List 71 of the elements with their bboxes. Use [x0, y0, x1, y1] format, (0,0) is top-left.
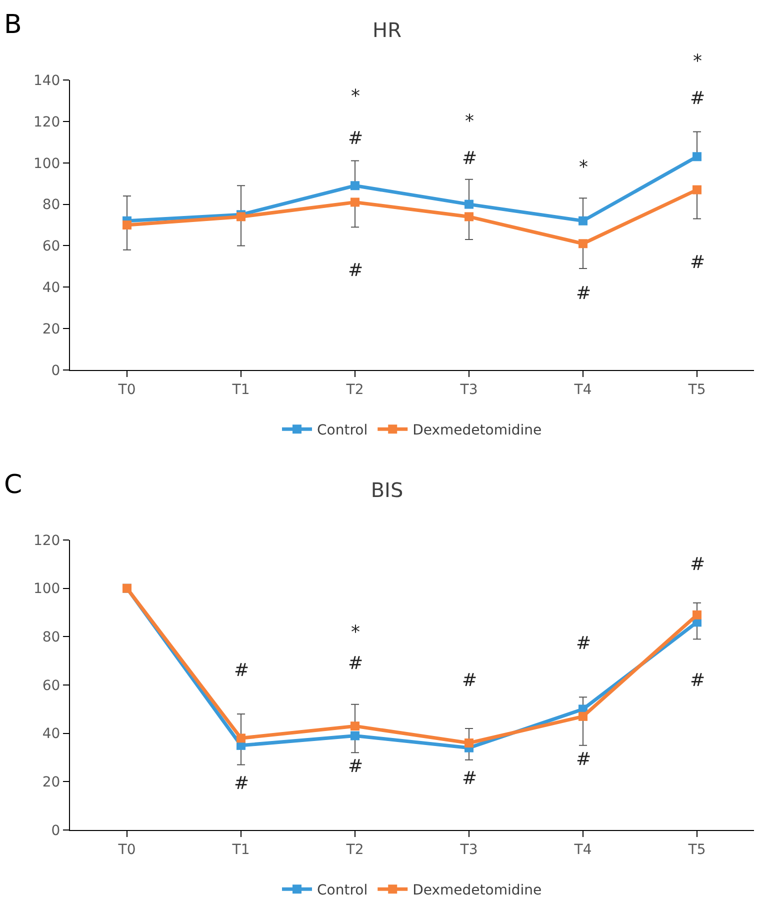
y-tick-label: 100 — [33, 581, 60, 598]
y-tick-label: 60 — [42, 678, 60, 694]
legend-label: Control — [317, 882, 368, 899]
annotation: # — [690, 670, 706, 691]
y-tick-label: 40 — [42, 280, 60, 296]
annotation: * — [465, 111, 474, 132]
y-tick-label: 0 — [51, 362, 60, 379]
point — [350, 198, 360, 207]
y-tick-label: 80 — [42, 197, 60, 214]
annotation: # — [690, 252, 706, 273]
x-tick-label: T2 — [345, 382, 364, 398]
annotation: # — [348, 653, 364, 674]
annotation: # — [462, 768, 478, 789]
annotation: # — [690, 88, 706, 109]
y-tick-label: 0 — [51, 822, 60, 839]
x-tick-label: T2 — [345, 842, 364, 858]
y-tick-label: 140 — [33, 72, 60, 89]
y-tick-label: 80 — [42, 630, 60, 646]
y-tick-label: 120 — [33, 532, 60, 549]
y-tick-label: 40 — [42, 726, 60, 742]
point — [578, 216, 588, 226]
x-tick-label: T5 — [687, 842, 706, 858]
point — [350, 722, 360, 731]
annotation: # — [234, 773, 250, 794]
point — [350, 731, 360, 740]
y-tick-label: 120 — [33, 114, 60, 130]
annotation: # — [576, 633, 592, 654]
x-tick-label: T1 — [231, 842, 250, 858]
y-tick-label: 100 — [33, 156, 60, 172]
x-tick-label: T4 — [573, 382, 592, 398]
x-tick-label: T5 — [687, 382, 706, 398]
text: C — [4, 470, 22, 500]
y-tick-label: 60 — [42, 238, 60, 255]
annotation: * — [579, 157, 588, 178]
legend-label: Dexmedetomidine — [412, 422, 542, 439]
text: * — [693, 51, 702, 72]
x-tick-label: T0 — [117, 842, 136, 858]
annotation: # — [348, 128, 364, 149]
text: B — [4, 10, 22, 40]
y-tick-label: 20 — [42, 321, 60, 338]
point — [464, 200, 474, 209]
annotation: * — [351, 622, 360, 643]
annotation: # — [234, 660, 250, 681]
annotation: * — [351, 86, 360, 107]
point — [464, 738, 474, 748]
point — [578, 712, 588, 721]
point — [122, 220, 132, 230]
point — [236, 734, 246, 743]
annotation: # — [462, 148, 478, 169]
annotation: # — [348, 260, 364, 281]
chart-title: BIS — [370, 478, 404, 502]
point — [578, 239, 588, 248]
x-tick-label: T3 — [459, 382, 478, 398]
annotation: # — [348, 756, 364, 777]
point — [692, 152, 702, 162]
point — [350, 181, 360, 190]
legend-label: Control — [317, 422, 368, 439]
x-tick-label: T0 — [117, 382, 136, 398]
x-tick-label: T1 — [231, 382, 250, 398]
annotation: # — [462, 670, 478, 691]
x-tick-label: T3 — [459, 842, 478, 858]
annotation: # — [576, 283, 592, 304]
point — [692, 610, 702, 620]
x-tick-label: T4 — [573, 842, 592, 858]
point — [692, 185, 702, 194]
y-tick-label: 20 — [42, 774, 60, 791]
legend-label: Dexmedetomidine — [412, 882, 542, 899]
annotation: # — [690, 554, 706, 575]
chart-title: HR — [372, 18, 402, 42]
annotation: # — [576, 749, 592, 770]
point — [464, 212, 474, 222]
